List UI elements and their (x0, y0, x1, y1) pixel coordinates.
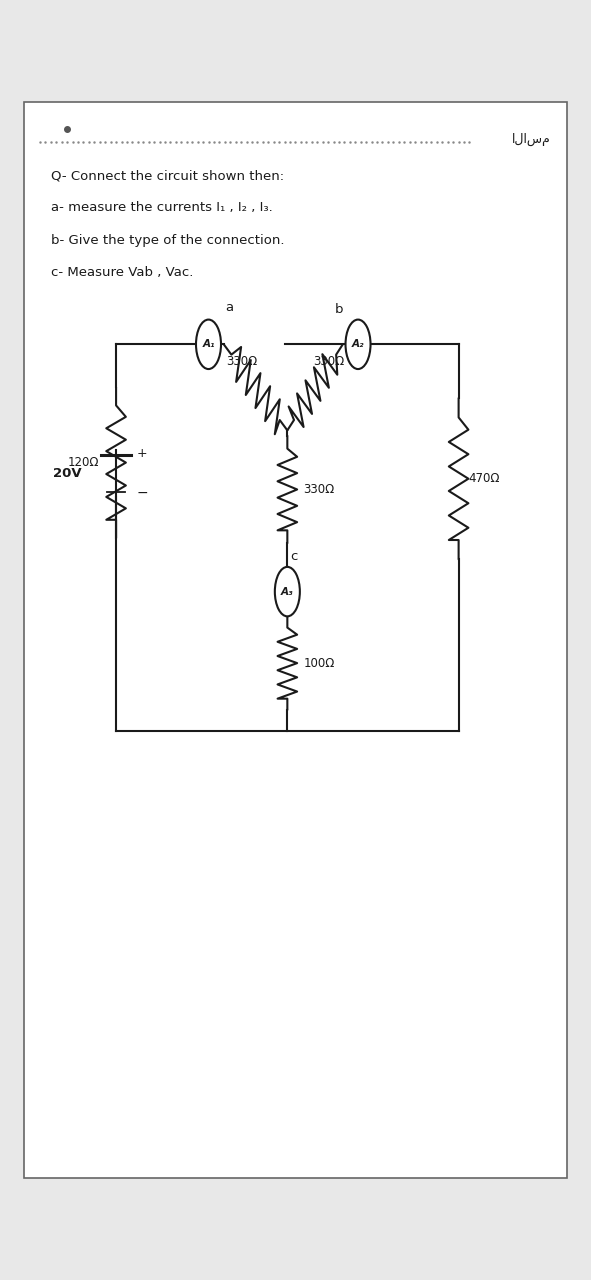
Text: 100Ω: 100Ω (304, 657, 335, 669)
Text: b- Give the type of the connection.: b- Give the type of the connection. (51, 233, 284, 247)
Text: −: − (137, 485, 148, 499)
Text: 120Ω: 120Ω (67, 456, 99, 468)
Text: 20V: 20V (53, 467, 82, 480)
Text: Q- Connect the circuit shown then:: Q- Connect the circuit shown then: (51, 169, 284, 182)
Text: a: a (225, 301, 233, 314)
Text: A₁: A₁ (202, 339, 215, 349)
Text: 330Ω: 330Ω (226, 355, 258, 367)
Circle shape (346, 320, 371, 369)
Text: 330Ω: 330Ω (304, 483, 335, 495)
Text: c- Measure Vab , Vac.: c- Measure Vab , Vac. (51, 266, 193, 279)
Text: c: c (290, 549, 297, 563)
Circle shape (275, 567, 300, 617)
FancyBboxPatch shape (24, 102, 567, 1178)
Text: 330Ω: 330Ω (313, 355, 345, 367)
Text: b: b (335, 303, 343, 316)
Text: الاسم: الاسم (512, 133, 551, 146)
Text: A₂: A₂ (352, 339, 364, 349)
Text: 470Ω: 470Ω (469, 472, 500, 485)
Text: a- measure the currents I₁ , I₂ , I₃.: a- measure the currents I₁ , I₂ , I₃. (51, 201, 272, 214)
Text: +: + (137, 448, 147, 461)
Text: A₃: A₃ (281, 586, 294, 596)
Circle shape (196, 320, 221, 369)
